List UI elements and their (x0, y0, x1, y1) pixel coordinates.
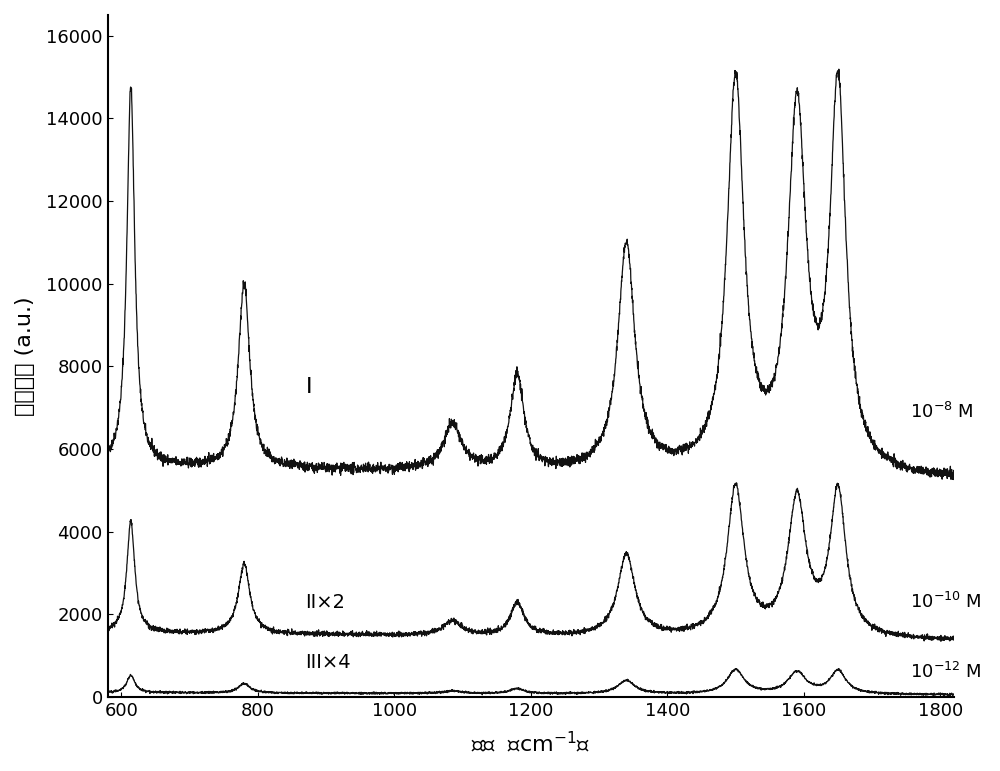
Y-axis label: 拉曼强度 (a.u.): 拉曼强度 (a.u.) (15, 296, 35, 416)
Text: $10^{-12}$ M: $10^{-12}$ M (910, 662, 981, 682)
X-axis label: 波数  （cm$^{-1}$）: 波数 （cm$^{-1}$） (471, 731, 590, 756)
Text: II×2: II×2 (306, 593, 346, 612)
Text: $10^{-10}$ M: $10^{-10}$ M (910, 592, 981, 612)
Text: I: I (306, 377, 312, 397)
Text: $10^{-8}$ M: $10^{-8}$ M (910, 402, 973, 422)
Text: III×4: III×4 (306, 653, 351, 672)
